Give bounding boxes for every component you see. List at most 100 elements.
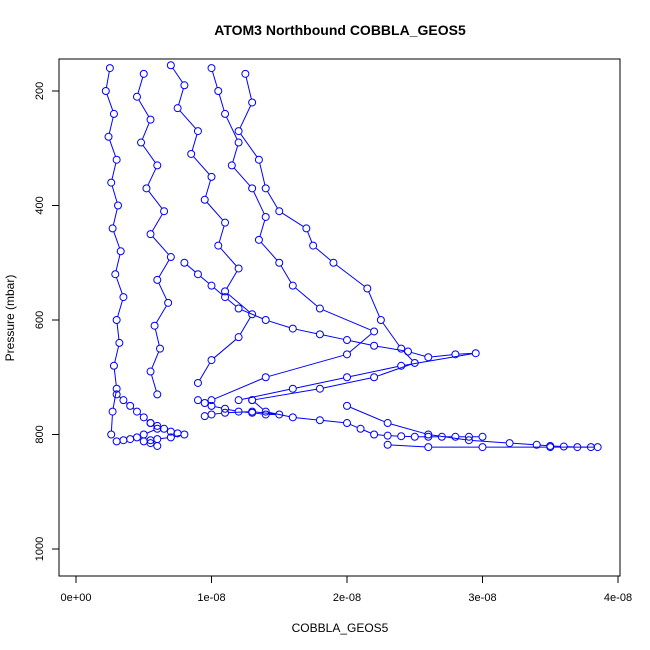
- data-point: [221, 293, 230, 302]
- data-point: [126, 401, 135, 410]
- y-tick-label: 1000: [34, 537, 46, 561]
- data-point: [214, 87, 223, 95]
- data-point: [424, 432, 433, 441]
- series-segment: [335, 264, 365, 287]
- series-segment: [233, 167, 251, 187]
- series-9: [112, 390, 162, 446]
- data-point: [207, 356, 216, 365]
- data-point: [261, 316, 270, 324]
- data-point: [166, 253, 175, 262]
- data-point: [315, 330, 324, 339]
- data-point: [193, 378, 202, 387]
- data-point: [115, 338, 124, 347]
- series-segment: [296, 377, 344, 389]
- data-point: [505, 439, 514, 448]
- data-point: [142, 184, 151, 193]
- data-point: [221, 287, 230, 296]
- data-point: [593, 443, 602, 452]
- series-segment: [259, 220, 266, 237]
- series-segment: [323, 334, 344, 340]
- series-segment: [154, 329, 160, 346]
- series-segment: [228, 408, 236, 412]
- series-segment: [111, 185, 118, 203]
- data-point: [146, 419, 155, 428]
- series-segment: [110, 415, 113, 432]
- series-segment: [191, 134, 198, 151]
- series-segment: [377, 345, 405, 352]
- series-segment: [106, 94, 114, 111]
- data-point: [288, 324, 297, 333]
- series-4: [207, 64, 379, 405]
- data-point: [451, 350, 460, 359]
- data-point: [207, 401, 216, 410]
- series-segment: [254, 402, 264, 410]
- series-segment: [105, 71, 110, 88]
- series-segment: [240, 133, 258, 158]
- data-point: [254, 155, 263, 164]
- data-point: [132, 433, 141, 442]
- data-point: [105, 64, 114, 73]
- data-point: [315, 384, 324, 393]
- data-point: [112, 316, 121, 324]
- series-segment: [391, 444, 425, 448]
- series-segment: [200, 276, 210, 284]
- series-segment: [350, 406, 385, 423]
- series-segment: [382, 322, 400, 347]
- series-segment: [199, 362, 211, 381]
- series-segment: [307, 231, 313, 243]
- series-segment: [259, 162, 266, 186]
- series-segment: [226, 271, 238, 289]
- data-point: [343, 373, 351, 382]
- data-point: [370, 430, 379, 439]
- data-point: [139, 430, 148, 439]
- data-point: [132, 92, 141, 101]
- series-segment: [113, 231, 121, 249]
- series-segment: [241, 309, 263, 320]
- series-segment: [472, 439, 507, 444]
- series-segment: [228, 411, 249, 414]
- data-point: [275, 410, 284, 419]
- data-point: [180, 81, 189, 90]
- series-segment: [205, 180, 211, 197]
- data-point: [261, 373, 270, 382]
- data-point: [101, 87, 110, 95]
- series-2: [132, 69, 175, 399]
- series-3: [166, 61, 257, 387]
- data-point: [309, 241, 318, 250]
- data-point: [248, 184, 257, 193]
- data-point: [221, 404, 230, 413]
- series-segment: [206, 202, 224, 221]
- series-segment: [112, 392, 117, 409]
- series-segment: [114, 346, 120, 363]
- data-point: [248, 310, 257, 319]
- series-1: [101, 64, 128, 439]
- series-segment: [377, 363, 412, 377]
- series-segment: [193, 156, 210, 175]
- data-point: [164, 298, 173, 307]
- data-point: [464, 432, 473, 441]
- x-tick-label: 2e-08: [333, 592, 361, 604]
- series-5: [234, 69, 419, 405]
- data-point: [234, 304, 243, 313]
- data-point: [146, 439, 155, 448]
- data-point: [112, 390, 121, 399]
- series-segment: [213, 339, 237, 359]
- series-segment: [363, 429, 372, 434]
- data-point: [261, 212, 270, 221]
- data-point: [160, 424, 169, 433]
- data-point: [119, 396, 128, 405]
- data-point: [116, 247, 125, 256]
- data-point: [200, 412, 209, 421]
- series-11: [139, 419, 189, 450]
- data-point: [139, 437, 148, 446]
- data-point: [193, 270, 202, 279]
- y-axis-label: Pressure (mbar): [3, 275, 17, 362]
- data-point: [153, 435, 162, 444]
- series-segment: [253, 191, 265, 215]
- data-point: [343, 401, 351, 410]
- data-point: [234, 333, 243, 342]
- series-segment: [137, 77, 144, 94]
- data-point: [302, 224, 311, 233]
- data-point: [397, 344, 406, 353]
